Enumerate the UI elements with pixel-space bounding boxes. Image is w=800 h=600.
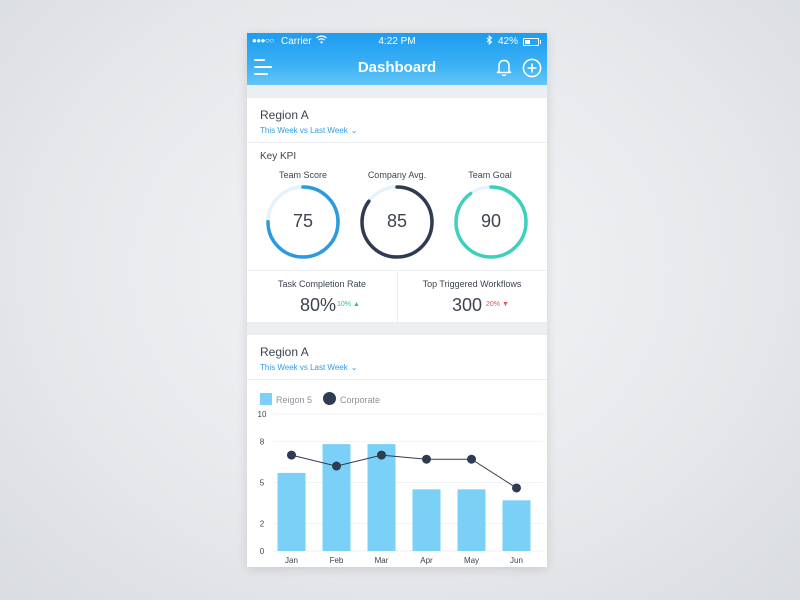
phone-screen: ●●●○○ Carrier 4:22 PM 42% Dashboard Regi	[247, 33, 547, 567]
legend-label-bar: Reigon 5	[276, 395, 313, 405]
gauge-arc	[454, 185, 528, 259]
legend-label-line: Corporate	[340, 395, 381, 405]
signal-strength-icon: ●●●○○	[252, 36, 274, 45]
status-bar: ●●●○○ Carrier 4:22 PM 42%	[247, 33, 547, 51]
divider	[247, 270, 547, 271]
gauge-label-team-score: Team Score	[278, 170, 328, 180]
x-tick-label: Jan	[285, 556, 298, 565]
battery-icon	[523, 38, 541, 46]
y-tick-label: 2	[260, 520, 265, 529]
stat-value-top-workflows: 300	[452, 295, 483, 315]
page-title: Dashboard	[357, 59, 437, 76]
x-tick-label: Mar	[375, 556, 389, 565]
period-label: This Week vs Last Week	[260, 126, 348, 135]
period-dropdown[interactable]: This Week vs Last Week ⌄	[260, 363, 357, 372]
region-title: Region A	[260, 345, 309, 359]
region-title: Region A	[260, 108, 309, 122]
y-tick-label: 8	[260, 437, 265, 446]
gauge-arc	[360, 185, 434, 259]
chevron-down-icon: ⌄	[350, 126, 358, 135]
combo-chart: 0 2 5 8 10 Jan Feb Mar Apr May Jun	[258, 410, 543, 565]
bar	[457, 489, 486, 551]
gauge-value-company-avg: 85	[386, 211, 408, 231]
y-tick-label: 5	[260, 479, 265, 488]
stat-value-task-completion: 80%	[300, 295, 337, 315]
line-point	[512, 483, 521, 493]
chart-card: Region A This Week vs Last Week ⌄ Reigon …	[247, 335, 547, 567]
gauge-value-team-goal: 90	[480, 211, 502, 231]
period-label: This Week vs Last Week	[260, 363, 348, 372]
line-point	[467, 454, 476, 464]
legend-swatch-bar	[260, 393, 272, 405]
bar	[412, 489, 441, 551]
delta-text: 10%	[337, 301, 352, 308]
line-point	[287, 450, 296, 460]
gauge-arc	[266, 185, 340, 259]
bluetooth-icon	[486, 34, 493, 48]
add-icon[interactable]	[522, 58, 542, 78]
app-header: ●●●○○ Carrier 4:22 PM 42% Dashboard	[247, 33, 547, 85]
x-tick-label: Jun	[510, 556, 523, 565]
carrier-label: Carrier	[281, 36, 312, 47]
bell-icon[interactable]	[495, 58, 513, 77]
triangle-up-icon: ▲	[352, 301, 360, 308]
bar	[277, 472, 306, 551]
divider	[247, 379, 547, 380]
stat-label-top-workflows: Top Triggered Workflows	[422, 279, 522, 289]
y-tick-label: 0	[260, 547, 265, 556]
wifi-icon	[316, 35, 327, 47]
stat-delta-task-completion: 10% ▲	[337, 301, 360, 308]
key-kpi-heading: Key KPI	[260, 151, 297, 162]
line-point	[332, 461, 341, 471]
gauge-label-company-avg: Company Avg.	[367, 170, 427, 180]
kpi-card: Region A This Week vs Last Week ⌄ Key KPI…	[247, 98, 547, 322]
triangle-down-icon: ▼	[501, 301, 509, 308]
x-tick-label: Feb	[330, 556, 344, 565]
stat-delta-top-workflows: 20% ▼	[486, 301, 509, 308]
line-point	[422, 454, 431, 464]
delta-text: 20%	[486, 301, 501, 308]
series-line	[291, 454, 517, 489]
bar	[502, 500, 531, 551]
gauge-team-goal: 90	[453, 184, 529, 260]
gauge-company-avg: 85	[359, 184, 435, 260]
status-time: 4:22 PM	[378, 36, 416, 47]
period-dropdown[interactable]: This Week vs Last Week ⌄	[260, 126, 357, 135]
gauge-label-team-goal: Team Goal	[468, 170, 512, 180]
chevron-down-icon: ⌄	[350, 363, 358, 372]
x-tick-label: May	[464, 556, 479, 565]
battery-percent: 42%	[498, 36, 519, 47]
gauge-team-score: 75	[265, 184, 341, 260]
x-tick-label: Apr	[420, 556, 433, 565]
menu-icon[interactable]	[254, 59, 272, 75]
stat-label-task-completion: Task Completion Rate	[277, 279, 367, 289]
gauge-value-team-score: 75	[292, 211, 314, 231]
divider	[397, 271, 398, 322]
y-tick-label: 10	[258, 410, 267, 419]
bar	[322, 444, 351, 551]
divider	[247, 142, 547, 143]
legend-swatch-line	[323, 392, 336, 405]
bar	[367, 444, 396, 551]
line-point	[377, 450, 386, 460]
